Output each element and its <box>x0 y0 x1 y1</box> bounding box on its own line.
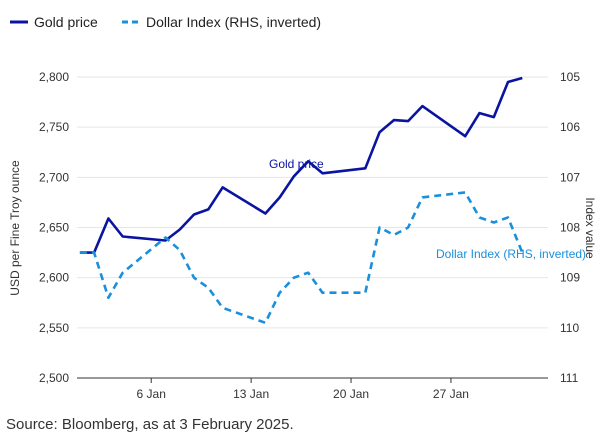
y-tick-label: 2,600 <box>39 271 69 285</box>
source-note: Source: Bloomberg, as at 3 February 2025… <box>6 416 294 433</box>
x-tick-label: 20 Jan <box>333 387 369 401</box>
y-tick-label: 2,650 <box>39 221 69 235</box>
dxy-series-label: Dollar Index (RHS, inverted) <box>436 247 586 261</box>
legend-label-gold: Gold price <box>34 14 98 30</box>
y-tick-label: 2,550 <box>39 321 69 335</box>
y-tick-label: 2,750 <box>39 120 69 134</box>
gold-price-line <box>79 76 523 254</box>
y2-tick-label: 107 <box>560 170 580 184</box>
y-axis-title: USD per Fine Troy ounce <box>8 160 22 296</box>
legend-label-dxy: Dollar Index (RHS, inverted) <box>146 14 321 30</box>
x-tick-label: 13 Jan <box>233 387 269 401</box>
left-axis-ticks: 2,500 2,550 2,600 2,650 2,700 2,750 2,800 <box>39 70 69 385</box>
y2-tick-label: 111 <box>560 371 579 385</box>
x-tick-label: 27 Jan <box>433 387 469 401</box>
y2-tick-label: 108 <box>560 221 580 235</box>
y-tick-label: 2,500 <box>39 371 69 385</box>
gold-series-label: Gold price <box>269 157 324 171</box>
y-tick-label: 2,700 <box>39 170 69 184</box>
x-tick-label: 6 Jan <box>137 387 166 401</box>
y2-tick-label: 110 <box>560 321 579 335</box>
y2-tick-label: 105 <box>560 70 580 84</box>
right-axis-ticks: 105 106 107 108 109 110 111 <box>560 70 580 385</box>
x-axis-ticks: 6 Jan 13 Jan 20 Jan 27 Jan <box>137 378 469 401</box>
series-layer <box>79 76 524 325</box>
y2-tick-label: 109 <box>560 271 580 285</box>
legend: Gold price Dollar Index (RHS, inverted) <box>10 14 321 30</box>
y2-tick-label: 106 <box>560 120 580 134</box>
y2-axis-title: Index value <box>583 197 597 259</box>
dollar-index-line <box>79 191 524 325</box>
y-tick-label: 2,800 <box>39 70 69 84</box>
